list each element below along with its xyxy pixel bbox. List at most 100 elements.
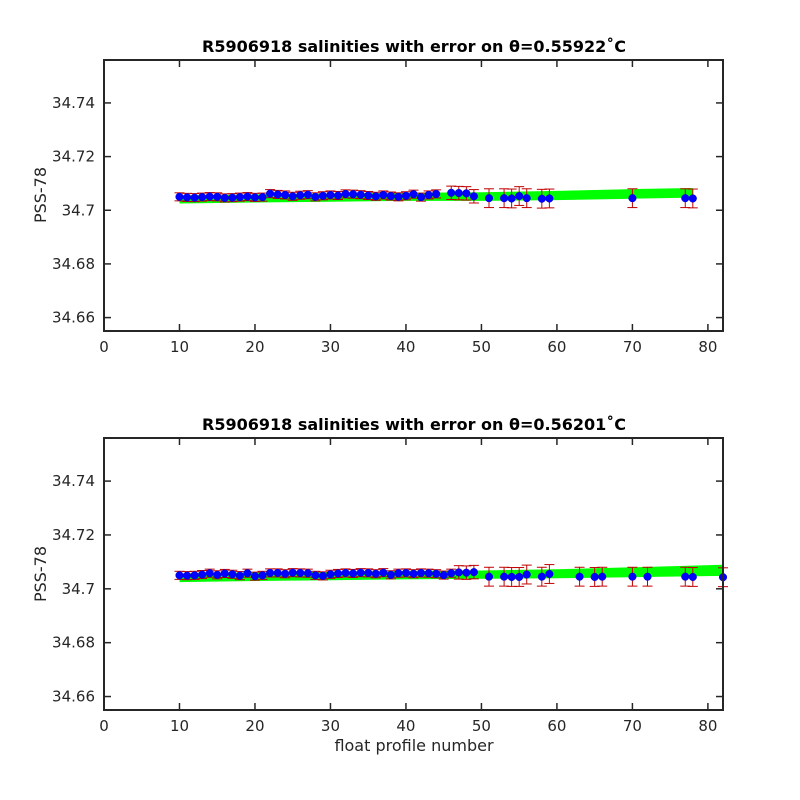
- x-tick-label: 30: [321, 338, 340, 356]
- x-tick-label: 40: [396, 717, 415, 735]
- data-point: [484, 572, 494, 581]
- data-point: [258, 193, 267, 202]
- data-point: [318, 191, 327, 200]
- data-point: [364, 568, 373, 577]
- chart-title-2: R5906918 salinities with error on θ=0.56…: [202, 415, 626, 434]
- data-point: [175, 192, 184, 201]
- data-point: [469, 192, 478, 201]
- data-point: [182, 193, 192, 202]
- data-point: [447, 569, 456, 578]
- data-point: [243, 569, 252, 578]
- data-point: [432, 189, 441, 198]
- data-point: [537, 194, 546, 203]
- data-point: [333, 569, 343, 578]
- data-point: [409, 190, 418, 199]
- x-tick-label: 50: [472, 717, 491, 735]
- data-point: [500, 194, 509, 203]
- data-point: [333, 191, 343, 200]
- data-point: [688, 572, 697, 582]
- data-point: [394, 192, 403, 201]
- data-point: [205, 569, 214, 578]
- chart-title-1: R5906918 salinities with error on θ=0.55…: [202, 37, 626, 56]
- data-point: [507, 572, 516, 582]
- data-point: [575, 572, 584, 581]
- data-point: [681, 572, 690, 581]
- x-tick-label: 80: [698, 717, 717, 735]
- data-point: [371, 569, 380, 578]
- data-point: [424, 569, 433, 578]
- data-point: [515, 572, 524, 582]
- data-point: [356, 568, 365, 577]
- y-tick-label: 34.7: [62, 201, 95, 219]
- data-point: [220, 193, 229, 202]
- data-point: [258, 571, 267, 580]
- data-point: [266, 189, 275, 198]
- data-point: [371, 192, 380, 201]
- chart-panel-2: R5906918 salinities with error on θ=0.56…: [31, 415, 728, 755]
- data-point: [190, 571, 199, 580]
- data-point: [462, 189, 471, 198]
- y-tick-label: 34.74: [52, 94, 95, 112]
- data-point: [190, 193, 199, 202]
- data-point: [296, 191, 305, 200]
- data-point: [409, 569, 418, 578]
- chart-panel-1: R5906918 salinities with error on θ=0.55…: [31, 37, 724, 356]
- data-point: [681, 194, 690, 203]
- data-point: [266, 568, 275, 577]
- data-point: [628, 194, 637, 203]
- data-point: [228, 570, 237, 579]
- data-point: [198, 193, 207, 202]
- data-point: [228, 193, 237, 202]
- data-point: [386, 191, 395, 201]
- x-tick-label: 60: [547, 338, 566, 356]
- data-point: [341, 189, 350, 198]
- data-point: [688, 194, 697, 203]
- data-point: [545, 194, 554, 203]
- data-point: [303, 190, 312, 199]
- data-point: [507, 194, 516, 203]
- data-point: [356, 190, 365, 199]
- data-point: [484, 194, 494, 203]
- data-point: [281, 190, 290, 200]
- y-tick-label: 34.74: [52, 472, 95, 490]
- data-point: [454, 568, 463, 577]
- x-tick-label: 20: [245, 717, 264, 735]
- x-tick-label: 10: [170, 717, 189, 735]
- y-axis-label-1: PSS-78: [31, 167, 50, 223]
- data-point: [311, 192, 320, 201]
- x-tick-label: 70: [623, 717, 642, 735]
- axes-frame: [103, 59, 724, 332]
- y-tick-label: 34.68: [52, 255, 95, 273]
- data-point: [590, 572, 599, 582]
- y-tick-label: 34.7: [62, 580, 95, 598]
- data-point: [522, 194, 531, 203]
- data-point: [522, 570, 531, 579]
- data-point: [288, 568, 297, 577]
- data-point: [296, 568, 305, 577]
- data-point: [213, 192, 222, 201]
- y-tick-label: 34.66: [52, 688, 95, 706]
- data-point: [273, 568, 282, 577]
- data-point: [364, 191, 373, 200]
- data-point: [424, 190, 433, 200]
- x-tick-label: 70: [623, 338, 642, 356]
- y-tick-label: 34.72: [52, 148, 95, 166]
- data-point: [515, 191, 524, 201]
- data-point: [326, 570, 335, 579]
- data-point: [205, 192, 214, 201]
- data-point: [628, 572, 637, 581]
- data-point: [182, 571, 192, 580]
- y-tick-label: 34.68: [52, 634, 95, 652]
- data-point: [243, 192, 252, 201]
- plot-area-2: 0 10 20 30 40 50 60 70 80 34.66 34.68 34.7 34.72 34.7…: [52, 437, 728, 735]
- data-point: [213, 570, 222, 579]
- data-point: [386, 570, 395, 579]
- data-point: [379, 568, 388, 577]
- y-tick-label: 34.72: [52, 526, 95, 544]
- data-point: [220, 569, 229, 578]
- data-point: [349, 190, 358, 199]
- x-tick-label: 60: [547, 717, 566, 735]
- data-point: [379, 190, 388, 200]
- data-point: [281, 569, 290, 578]
